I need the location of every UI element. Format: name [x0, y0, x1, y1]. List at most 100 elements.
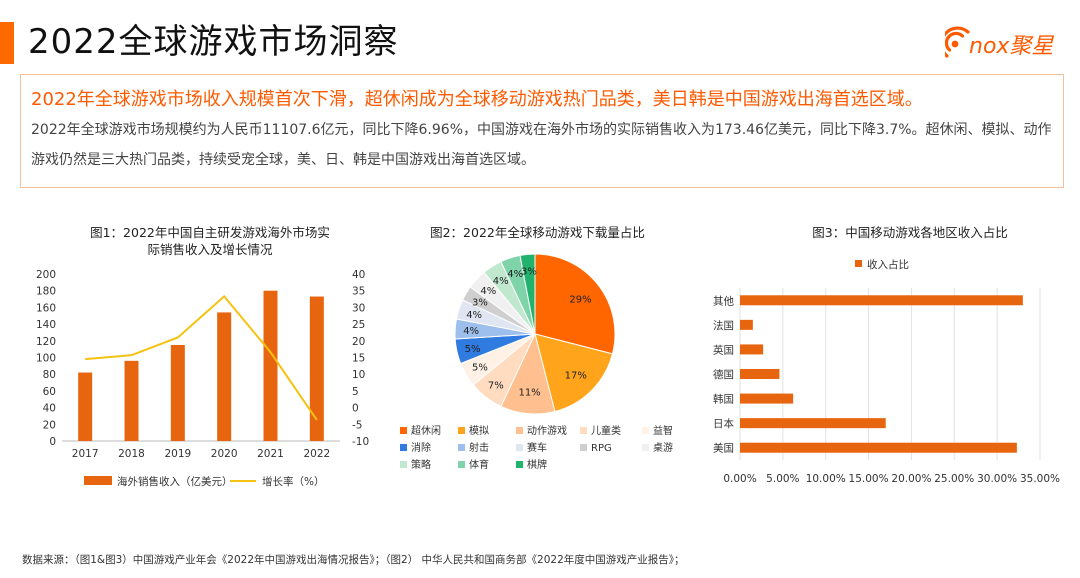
chart2-legend-swatch [458, 444, 465, 451]
chart1-y2-tick-label: 0 [352, 403, 359, 415]
chart3-y-tick-label: 美国 [713, 442, 734, 455]
chart2-data-label: 4% [480, 286, 496, 297]
chart1-y-tick-label: 140 [36, 319, 56, 331]
chart3-y-tick-label: 韩国 [713, 393, 734, 406]
chart1-x-tick-label: 2017 [72, 448, 99, 460]
chart2-data-label: 5% [465, 344, 481, 355]
chart2-data-label: 11% [518, 387, 540, 398]
chart1-title: 图1：2022年中国自主研发游戏海外市场实 际销售收入及增长情况 [40, 224, 380, 258]
chart2-legend-swatch [458, 461, 465, 468]
chart2-data-label: 29% [569, 295, 591, 306]
chart1-legend-bar-label: 海外销售收入（亿美元） [117, 475, 233, 488]
chart3-x-tick-label: 25.00% [934, 473, 974, 485]
chart2-data-label: 4% [463, 326, 479, 337]
chart1-y2-tick-label: 40 [352, 269, 365, 281]
chart2-pie-chart: 29%17%11%7%5%5%4%4%3%4%4%4%3%超休闲 模拟 动作游戏 儿童… [400, 253, 673, 471]
chart3-bar [740, 369, 780, 379]
chart1-y2-tick-label: 5 [352, 386, 359, 398]
chart1-bar [217, 312, 232, 441]
chart3-bar [740, 344, 764, 355]
chart2-legend-swatch [516, 461, 523, 468]
chart1-bar [124, 360, 139, 441]
chart1-title-line2: 际销售收入及增长情况 [147, 242, 273, 257]
title-accent-bar [0, 22, 14, 64]
chart2-legend-label: 策略 [411, 458, 431, 471]
chart1-y-tick-label: 180 [36, 286, 56, 298]
chart3-y-tick-label: 其他 [713, 294, 734, 307]
chart1-y2-tick-label: 20 [352, 336, 365, 348]
chart2-data-label: 4% [466, 310, 482, 321]
chart1-combo-chart: 0 20 40 60 80 100 120 140 160 180 200 -10 -5 0 5 10 15 20… [36, 269, 369, 488]
chart1-bar [170, 344, 185, 441]
chart1-bar [263, 290, 278, 441]
chart2-legend-label: 射击 [469, 442, 489, 454]
chart2-data-label: 5% [472, 363, 488, 374]
chart1-y-tick-label: 40 [43, 403, 56, 415]
chart2-legend-label: RPG [591, 443, 612, 454]
chart1-y2-tick-label: 25 [352, 319, 365, 331]
chart1-y2-tick-label: -5 [352, 419, 362, 431]
chart2-legend-swatch [516, 427, 523, 434]
chart1-x-tick-label: 2020 [211, 448, 238, 460]
chart1-y2-tick-label: 10 [352, 369, 365, 381]
chart2-data-label: 4% [507, 269, 523, 280]
chart1-x-tick-label: 2022 [303, 448, 330, 460]
chart1-bar [78, 372, 93, 441]
chart1-bar [309, 296, 324, 441]
chart2-legend-swatch [400, 427, 407, 434]
chart3-legend-swatch [855, 260, 862, 267]
chart3-title: 图3：中国移动游戏各地区收入占比 [812, 225, 1008, 240]
chart3-bar [740, 319, 753, 330]
chart1-y-tick-label: 60 [43, 386, 56, 398]
source-note: 数据来源：（图1&图3）中国游戏产业年会《2022年中国游戏出海情况报告》；（图… [22, 554, 685, 566]
chart1-x-tick-label: 2021 [257, 448, 284, 460]
chart1-y-tick-label: 160 [36, 302, 56, 314]
chart3-x-tick-label: 0.00% [723, 473, 756, 485]
chart2-legend-label: 益智 [653, 424, 673, 437]
chart2-legend-swatch [400, 461, 407, 468]
chart2-legend-label: 赛车 [527, 441, 547, 454]
chart3-x-tick-label: 35.00% [1020, 473, 1060, 485]
chart1-y-tick-label: 20 [43, 419, 56, 431]
chart2-data-label: 3% [472, 297, 488, 308]
chart1-x-tick-label: 2019 [164, 448, 191, 460]
chart3-x-tick-label: 10.00% [806, 473, 846, 485]
chart2-legend-swatch [580, 427, 587, 434]
chart3-bar [740, 393, 794, 404]
brand-logo: nox聚星 [945, 26, 1054, 59]
chart2-slice [519, 253, 536, 335]
chart3-x-tick-label: 20.00% [891, 473, 931, 485]
chart3-y-tick-label: 德国 [713, 368, 734, 381]
chart3-x-tick-label: 15.00% [849, 473, 889, 485]
chart2-legend-label: 棋牌 [527, 458, 547, 471]
chart1-y-tick-label: 100 [36, 353, 56, 365]
chart1-y2-tick-label: 35 [352, 286, 365, 298]
signal-icon [945, 26, 970, 58]
chart2-data-label: 4% [493, 276, 509, 287]
chart1-y2-tick-label: 15 [352, 353, 365, 365]
chart2-legend-label: 体育 [469, 458, 489, 471]
chart3-x-tick-label: 5.00% [766, 473, 799, 485]
chart3-x-tick-label: 30.00% [977, 473, 1017, 485]
chart2-title: 图2：2022年全球移动游戏下载量占比 [430, 225, 645, 240]
chart1-y-tick-label: 200 [36, 269, 56, 281]
chart2-legend-label: 动作游戏 [527, 424, 567, 437]
chart2-legend-label: 桌游 [653, 441, 673, 454]
chart2-slice [534, 333, 614, 413]
summary-body: 2022年全球游戏市场规模约为人民币11107.6亿元，同比下降6.96%，中国… [31, 122, 1052, 168]
chart2-slice [534, 253, 616, 355]
logo-wordmark: nox聚星 [969, 34, 1054, 59]
chart2-legend-label: 模拟 [469, 424, 489, 437]
chart2-legend-label: 超休闲 [411, 424, 441, 437]
chart1-y-tick-label: 0 [49, 436, 56, 448]
chart1-y2-tick-label: -10 [352, 436, 369, 448]
chart2-legend-swatch [642, 444, 649, 451]
chart1-y-tick-label: 120 [36, 336, 56, 348]
chart3-bar [740, 295, 1023, 306]
chart1-y2-tick-label: 30 [352, 302, 365, 314]
chart2-legend-swatch [580, 444, 587, 451]
chart3-y-tick-label: 法国 [713, 319, 734, 332]
chart2-data-label: 17% [565, 371, 587, 382]
chart2-legend-swatch [642, 427, 649, 434]
chart3-bar [740, 418, 886, 429]
